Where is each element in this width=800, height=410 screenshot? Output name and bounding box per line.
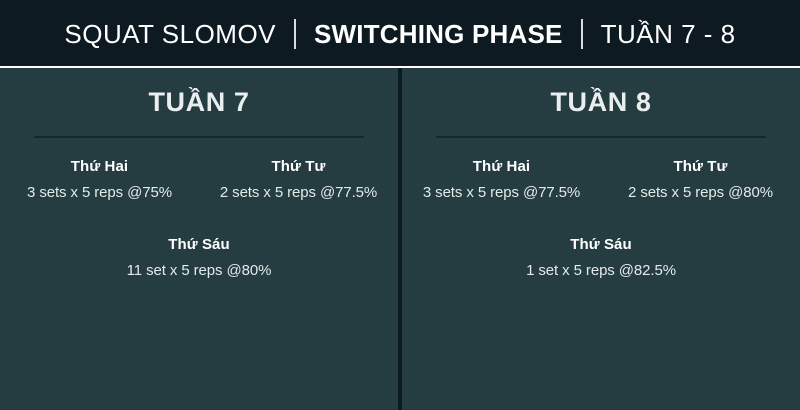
day-cell-friday: Thứ Sáu 11 set x 5 reps @80% (99, 236, 299, 280)
header-exercise-name: SQUAT SLOMOV (64, 19, 277, 49)
panel-divider (398, 68, 402, 410)
day-label: Thứ Tư (271, 157, 326, 175)
day-prescription: 3 sets x 5 reps @75% (27, 183, 172, 201)
week-title: TUẦN 7 (148, 87, 250, 117)
day-prescription: 3 sets x 5 reps @77.5% (422, 183, 581, 201)
header-title-group: SQUAT SLOMOV SWITCHING PHASE TUẦN 7 - 8 (64, 19, 735, 49)
day-cell-friday: Thứ Sáu 1 set x 5 reps @82.5% (501, 236, 701, 280)
day-cell-monday: Thứ Hai 3 sets x 5 reps @77.5% (402, 158, 601, 202)
day-cell-wednesday: Thứ Tư 2 sets x 5 reps @80% (601, 158, 800, 202)
day-row: Thứ Hai 3 sets x 5 reps @77.5% Thứ Tư 2 … (402, 158, 800, 202)
week-panels: TUẦN 7 Thứ Hai 3 sets x 5 reps @75% Thứ … (0, 68, 800, 410)
week-title-underline (34, 135, 364, 138)
day-row: Thứ Sáu 1 set x 5 reps @82.5% (402, 236, 800, 280)
header-separator-1 (294, 19, 297, 49)
day-cell-monday: Thứ Hai 3 sets x 5 reps @75% (0, 158, 199, 202)
header-week-range: TUẦN 7 - 8 (600, 19, 736, 49)
day-cell-wednesday: Thứ Tư 2 sets x 5 reps @77.5% (199, 158, 398, 202)
week-title: TUẦN 8 (550, 87, 652, 117)
day-label: Thứ Sáu (570, 235, 632, 253)
week-title-underline (436, 135, 766, 138)
header-bottom-rule (0, 66, 800, 68)
day-prescription: 2 sets x 5 reps @80% (628, 183, 773, 201)
header-phase-name: SWITCHING PHASE (314, 19, 563, 49)
day-label: Thứ Sáu (168, 235, 230, 253)
day-row: Thứ Sáu 11 set x 5 reps @80% (0, 236, 398, 280)
week-panel-8: TUẦN 8 Thứ Hai 3 sets x 5 reps @77.5% Th… (402, 68, 800, 410)
day-row: Thứ Hai 3 sets x 5 reps @75% Thứ Tư 2 se… (0, 158, 398, 202)
week-panel-7: TUẦN 7 Thứ Hai 3 sets x 5 reps @75% Thứ … (0, 68, 398, 410)
day-prescription: 2 sets x 5 reps @77.5% (219, 183, 378, 201)
day-prescription: 1 set x 5 reps @82.5% (526, 261, 676, 279)
day-label: Thứ Hai (70, 157, 129, 175)
header-bar: SQUAT SLOMOV SWITCHING PHASE TUẦN 7 - 8 (0, 0, 800, 68)
header-separator-2 (580, 19, 583, 49)
day-label: Thứ Tư (673, 157, 728, 175)
day-prescription: 11 set x 5 reps @80% (126, 261, 272, 279)
day-label: Thứ Hai (472, 157, 531, 175)
